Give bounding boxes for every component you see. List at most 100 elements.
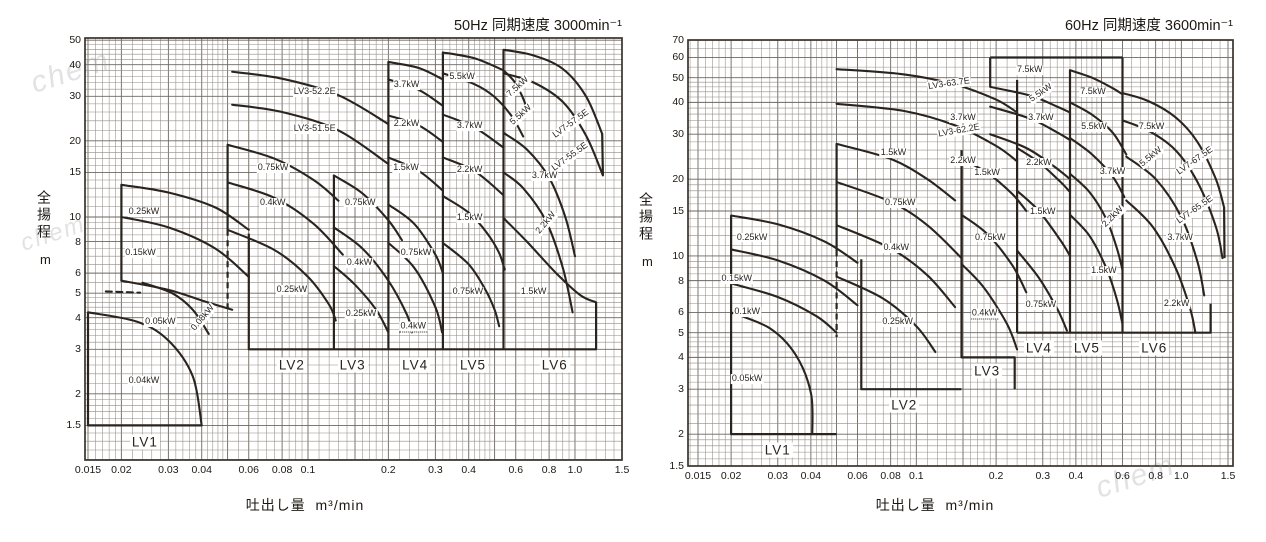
y-tick-label: 6 xyxy=(678,306,684,319)
x-tick-label: 0.6 xyxy=(508,464,524,476)
y-tick-label: 5 xyxy=(678,326,684,339)
x-tick-label: 0.04 xyxy=(191,464,212,476)
curve-label: 0.25kW xyxy=(344,307,378,319)
curve-label: 0.75kW xyxy=(256,162,290,174)
curve-label: 0.15kW xyxy=(124,247,157,259)
y-tick-label: 50 xyxy=(672,71,684,84)
y-tick-label: 5 xyxy=(75,287,81,300)
curve-label: 1.5kW xyxy=(1029,205,1057,217)
y-tick-label: 3 xyxy=(678,383,684,396)
y-tick-label: 8 xyxy=(75,235,81,248)
curve-label: 1.5kW xyxy=(519,286,548,298)
region-boundary xyxy=(601,133,604,176)
pump-curve xyxy=(104,290,142,294)
pump-curve xyxy=(989,105,1072,141)
pump-curve xyxy=(502,217,598,304)
curve-label: 3.7kW xyxy=(1166,231,1194,243)
pump-curve xyxy=(730,311,814,436)
pump-curve xyxy=(730,282,838,334)
curve-label: 0.05kW xyxy=(730,372,764,384)
x-tick-label: 0.04 xyxy=(800,470,822,482)
region-label-lv4: LV4 xyxy=(1023,340,1054,356)
curve-label: 1.5kW xyxy=(455,212,484,224)
curve-label: 0.04kW xyxy=(127,374,161,386)
curve-label: 0.75kW xyxy=(973,231,1007,243)
x-tick-label: 0.02 xyxy=(111,464,132,476)
y-tick-label: 2 xyxy=(75,387,81,400)
region-label-lv2: LV2 xyxy=(276,357,307,373)
curve-label: 1.5kW xyxy=(973,166,1001,178)
curve-label: 2.2kW xyxy=(455,163,484,175)
x-tick-label: 0.3 xyxy=(428,464,443,476)
y-tick-label: 10 xyxy=(69,211,81,223)
curve-label: 0.1kW xyxy=(733,306,761,318)
pump-curves-60hz xyxy=(687,39,1234,467)
pump-curve xyxy=(441,51,505,72)
x-tick-label: 0.015 xyxy=(74,464,102,476)
pump-curve xyxy=(835,142,957,202)
curve-label: 0.25kW xyxy=(275,283,309,295)
x-tick-label: 0.08 xyxy=(271,464,293,476)
y-tick-label: 15 xyxy=(69,166,81,179)
region-boundary xyxy=(730,215,837,436)
y-axis-unit-50hz: m xyxy=(40,252,51,267)
x-tick-label: 0.06 xyxy=(847,470,868,482)
curve-label: 7.5kW xyxy=(1016,64,1044,76)
pump-curve xyxy=(226,143,340,202)
x-tick-label: 1.0 xyxy=(567,464,583,476)
curve-label: 3.7kW xyxy=(949,111,977,123)
y-tick-label: 20 xyxy=(69,134,81,147)
curve-label: 0.25kW xyxy=(735,231,769,243)
curve-label: 0.75kW xyxy=(399,247,433,259)
y-tick-label: 4 xyxy=(678,351,684,364)
curve-label: 1.5kW xyxy=(879,146,908,158)
curve-label: 0.25kW xyxy=(881,316,914,328)
pump-curve xyxy=(387,203,444,275)
pump-curve xyxy=(989,85,1072,114)
y-axis-title-60hz: 全揚程 xyxy=(638,192,654,243)
pump-curve xyxy=(835,275,937,354)
y-tick-label: 1.5 xyxy=(669,460,684,472)
x-tick-label: 1.5 xyxy=(1220,470,1236,482)
curve-label: 0.4kW xyxy=(399,320,428,333)
x-tick-label: 0.2 xyxy=(988,470,1004,482)
y-tick-label: 1.5 xyxy=(66,419,81,432)
curve-label: 0.4kW xyxy=(345,256,374,268)
chart-title-50hz: 50Hz 同期速度 3000min⁻¹ xyxy=(453,18,622,34)
curve-label: 3.7kW xyxy=(1098,165,1127,177)
x-tick-label: 0.02 xyxy=(720,470,742,482)
curve-label: 2.2kW xyxy=(949,154,977,166)
pump-curve xyxy=(226,228,337,322)
pump-curve xyxy=(387,60,444,81)
pump-curve xyxy=(730,248,859,307)
y-tick-label: 40 xyxy=(672,96,684,109)
x-tick-label: 0.8 xyxy=(1148,470,1163,482)
curve-label: 0.75kW xyxy=(344,196,377,208)
curve-label: 5.5kW xyxy=(1080,120,1108,132)
x-tick-label: 0.03 xyxy=(158,464,179,476)
curve-label: 2.2kW xyxy=(1025,156,1053,168)
curve-label: 0.25kW xyxy=(127,205,161,217)
pump-curve xyxy=(835,180,963,260)
region-boundary xyxy=(1017,303,1212,334)
curve-label: 7.5kW xyxy=(1137,120,1166,132)
curve-label: LV3-51.5E xyxy=(292,122,337,134)
y-tick-label: 30 xyxy=(69,90,81,103)
curve-label: 5.5kW xyxy=(448,71,476,83)
pump-curve xyxy=(120,279,234,311)
x-tick-label: 0.1 xyxy=(909,470,924,482)
x-tick-label: 0.2 xyxy=(381,464,396,476)
pump-curve xyxy=(502,48,604,135)
pump-curve xyxy=(120,183,250,231)
pump-curve xyxy=(86,311,203,427)
x-tick-label: 0.03 xyxy=(767,470,788,482)
pump-curve xyxy=(1016,249,1068,332)
region-label-lv1: LV1 xyxy=(129,434,160,450)
x-tick-label: 0.06 xyxy=(238,464,259,476)
pump-curve xyxy=(989,133,1072,181)
curve-label: 0.4kW xyxy=(258,196,287,208)
curve-label: 3.7kW xyxy=(392,78,421,90)
curve-label: 0.4kW xyxy=(882,242,911,254)
pump-curves-50hz xyxy=(84,37,623,461)
